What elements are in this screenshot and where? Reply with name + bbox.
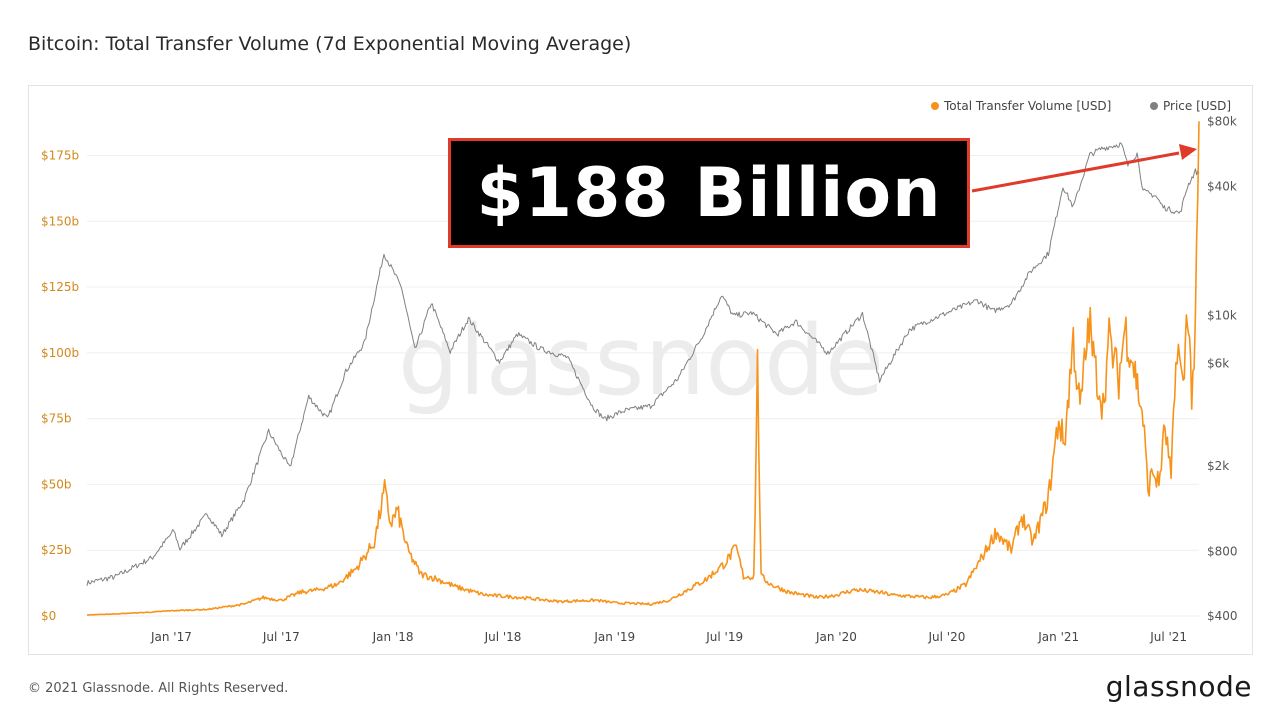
volume-series-line: [86, 121, 1200, 616]
y-right-tick-label: $80k: [1207, 115, 1237, 129]
legend-label-price: Price [USD]: [1163, 99, 1231, 113]
chart-panel: $0 $25b $50b $75b $100b $125b $150b $175b $400 $8…: [28, 85, 1253, 655]
chart-svg: $0 $25b $50b $75b $100b $125b $150b $175b $400 $8…: [41, 99, 1238, 644]
callout-arrow-line: [971, 151, 1180, 193]
callout-arrow-head: [1179, 144, 1197, 160]
legend-marker-price: [1150, 102, 1158, 110]
y-left-tick-label: $125b: [41, 280, 79, 294]
callout-box: $188 Billion: [448, 138, 970, 248]
y-left-tick-label: $0: [41, 609, 56, 623]
x-tick-label: Jul '19: [705, 630, 743, 644]
watermark-text: glassnode: [398, 305, 884, 417]
legend-marker-volume: [931, 102, 939, 110]
x-tick-label: Jan '18: [372, 630, 414, 644]
copyright-footer: © 2021 Glassnode. All Rights Reserved.: [28, 681, 289, 696]
y-left-tick-label: $75b: [41, 412, 72, 426]
x-tick-label: Jul '17: [262, 630, 300, 644]
x-tick-label: Jan '20: [815, 630, 857, 644]
x-tick-label: Jan '21: [1037, 630, 1079, 644]
y-left-tick-label: $25b: [41, 543, 72, 557]
x-tick-label: Jul '18: [484, 630, 522, 644]
y-left-tick-label: $100b: [41, 346, 79, 360]
y-left-tick-label: $50b: [41, 477, 72, 491]
chart-title: Bitcoin: Total Transfer Volume (7d Expon…: [28, 33, 632, 55]
y-right-tick-label: $2k: [1207, 459, 1229, 473]
y-right-tick-label: $40k: [1207, 179, 1237, 193]
y-right-tick-label: $400: [1207, 609, 1238, 623]
glassnode-logo[interactable]: glassnode: [1105, 670, 1252, 703]
x-tick-label: Jan '17: [150, 630, 192, 644]
callout-text: $188 Billion: [476, 153, 942, 233]
y-right-tick-label: $6k: [1207, 356, 1229, 370]
y-right-tick-label: $10k: [1207, 309, 1237, 323]
x-tick-label: Jan '19: [593, 630, 635, 644]
legend-label-volume: Total Transfer Volume [USD]: [943, 99, 1111, 113]
y-left-tick-label: $175b: [41, 148, 79, 162]
y-left-tick-label: $150b: [41, 214, 79, 228]
x-tick-label: Jul '20: [928, 630, 966, 644]
price-series-line: [86, 142, 1200, 586]
x-tick-label: Jul '21: [1149, 630, 1187, 644]
y-right-tick-label: $800: [1207, 544, 1238, 558]
